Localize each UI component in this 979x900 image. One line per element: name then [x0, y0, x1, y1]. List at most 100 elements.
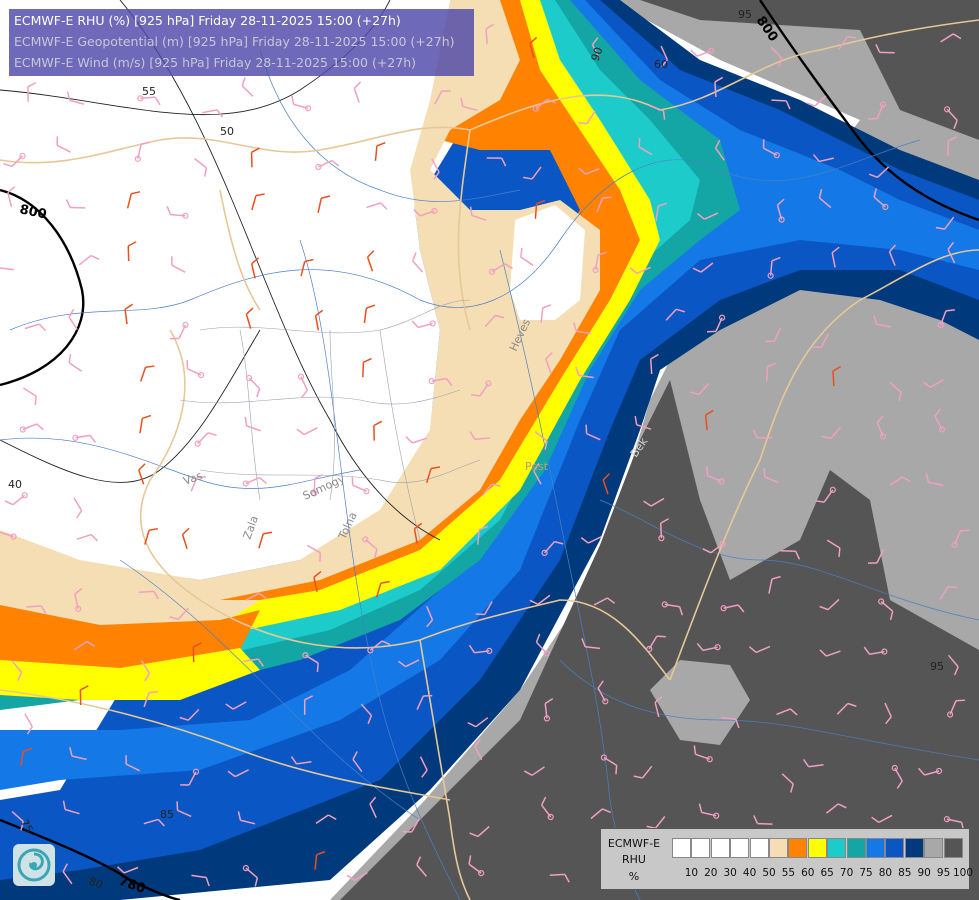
wind-barb	[826, 539, 841, 558]
wind-barb	[428, 377, 453, 387]
wind-barb	[533, 463, 542, 485]
legend-swatch	[866, 838, 885, 858]
wind-barb	[873, 315, 892, 328]
wind-barb	[690, 47, 715, 57]
contour-40	[0, 329, 261, 483]
wind-barb	[937, 309, 955, 328]
wind-barb	[943, 106, 958, 130]
wind-barb	[244, 416, 261, 432]
wind-barb	[425, 466, 441, 484]
wind-barb	[24, 323, 47, 332]
wind-barb	[600, 754, 618, 775]
wind-barb	[375, 580, 390, 598]
rhu-band-50-interior	[0, 0, 450, 580]
wind-barb	[863, 646, 888, 656]
wind-barb	[73, 497, 83, 519]
legend-tick-label: 55	[781, 867, 796, 879]
wind-barb	[590, 808, 612, 820]
wind-barb	[543, 697, 554, 722]
legend-tick-label: 85	[898, 867, 912, 879]
logo-icon	[13, 844, 55, 886]
wind-barb	[806, 95, 827, 107]
wind-barb	[315, 159, 340, 170]
wind-barb	[179, 708, 200, 721]
wind-barb	[62, 863, 73, 885]
wind-barb	[11, 811, 25, 831]
wind-barb	[763, 467, 779, 484]
wind-barb	[251, 193, 265, 211]
wind-barb	[290, 756, 312, 765]
wind-barb	[951, 529, 970, 548]
legend-tick-label: 40	[742, 867, 757, 879]
wind-barb	[366, 250, 375, 272]
wind-barb	[540, 304, 552, 323]
wind-barb	[116, 866, 139, 874]
wind-barb	[360, 703, 373, 725]
wind-barb	[523, 766, 545, 776]
legend-tick-label: 90	[917, 867, 931, 879]
wind-barb	[689, 382, 710, 396]
wind-barb	[26, 605, 47, 614]
wind-barb	[138, 463, 146, 485]
wind-barb	[541, 540, 564, 557]
wind-barb	[126, 191, 141, 209]
label-rhu-95-east: 95	[930, 660, 944, 673]
wind-barb	[832, 365, 841, 387]
label-rhu-60-north: 60	[654, 58, 668, 71]
wind-barb	[720, 604, 745, 613]
wind-barb	[76, 533, 99, 542]
wind-barb	[27, 81, 37, 102]
wind-barb	[241, 77, 254, 97]
wind-barb	[661, 601, 684, 616]
wind-barb	[696, 212, 719, 220]
wind-barb	[143, 818, 165, 827]
legend-swatch	[807, 838, 827, 858]
wind-barb	[143, 690, 158, 708]
wind-barb	[181, 527, 190, 550]
wind-barb	[134, 141, 150, 162]
wind-barb	[367, 640, 391, 654]
wind-barb	[534, 199, 546, 219]
geopotential-800-northeast	[759, 0, 979, 222]
label-rhu-50: 50	[220, 125, 234, 138]
legend-tick-label: 50	[762, 867, 776, 879]
place-pest: Pest	[525, 460, 549, 473]
wind-barb	[24, 713, 33, 735]
wind-barb	[578, 110, 596, 125]
legend-swatch	[827, 838, 847, 858]
wind-barb	[127, 241, 137, 262]
wind-barb	[646, 816, 666, 829]
wind-barb	[768, 575, 781, 594]
wind-barb	[596, 196, 612, 213]
label-rhu-95-north: 95	[738, 8, 752, 21]
wind-barb	[363, 304, 376, 324]
wind-barb	[194, 158, 208, 177]
wind-barb	[868, 101, 887, 120]
wind-barb	[227, 769, 249, 778]
label-rhu-40: 40	[8, 478, 22, 491]
rhu-band-100-east	[640, 0, 979, 140]
wind-barbs	[0, 23, 970, 887]
wind-barb	[591, 37, 600, 59]
wind-barb	[315, 814, 337, 825]
color-legend: ECMWF-E RHU % 10 20 30 40 50 55 60 65 70 75 80 85 90…	[600, 828, 973, 890]
wind-barb	[580, 535, 603, 544]
wind-barb	[291, 95, 312, 112]
wind-barb	[192, 642, 202, 663]
wind-barb	[73, 640, 95, 651]
wind-barb	[946, 699, 965, 718]
title-wind: ECMWF-E Wind (m/s) [925 hPa] Friday 28-1…	[14, 55, 417, 70]
wind-barb	[481, 483, 501, 497]
wind-barb	[374, 141, 386, 161]
label-rhu-85-south: 85	[160, 808, 174, 821]
wind-barb	[352, 751, 363, 773]
wind-barb	[934, 408, 946, 433]
wind-barb	[3, 152, 26, 168]
wind-barb	[78, 254, 100, 266]
wind-barb	[831, 246, 840, 268]
wind-barb	[402, 818, 420, 833]
wind-barb	[946, 136, 958, 156]
wind-barb	[79, 685, 89, 706]
